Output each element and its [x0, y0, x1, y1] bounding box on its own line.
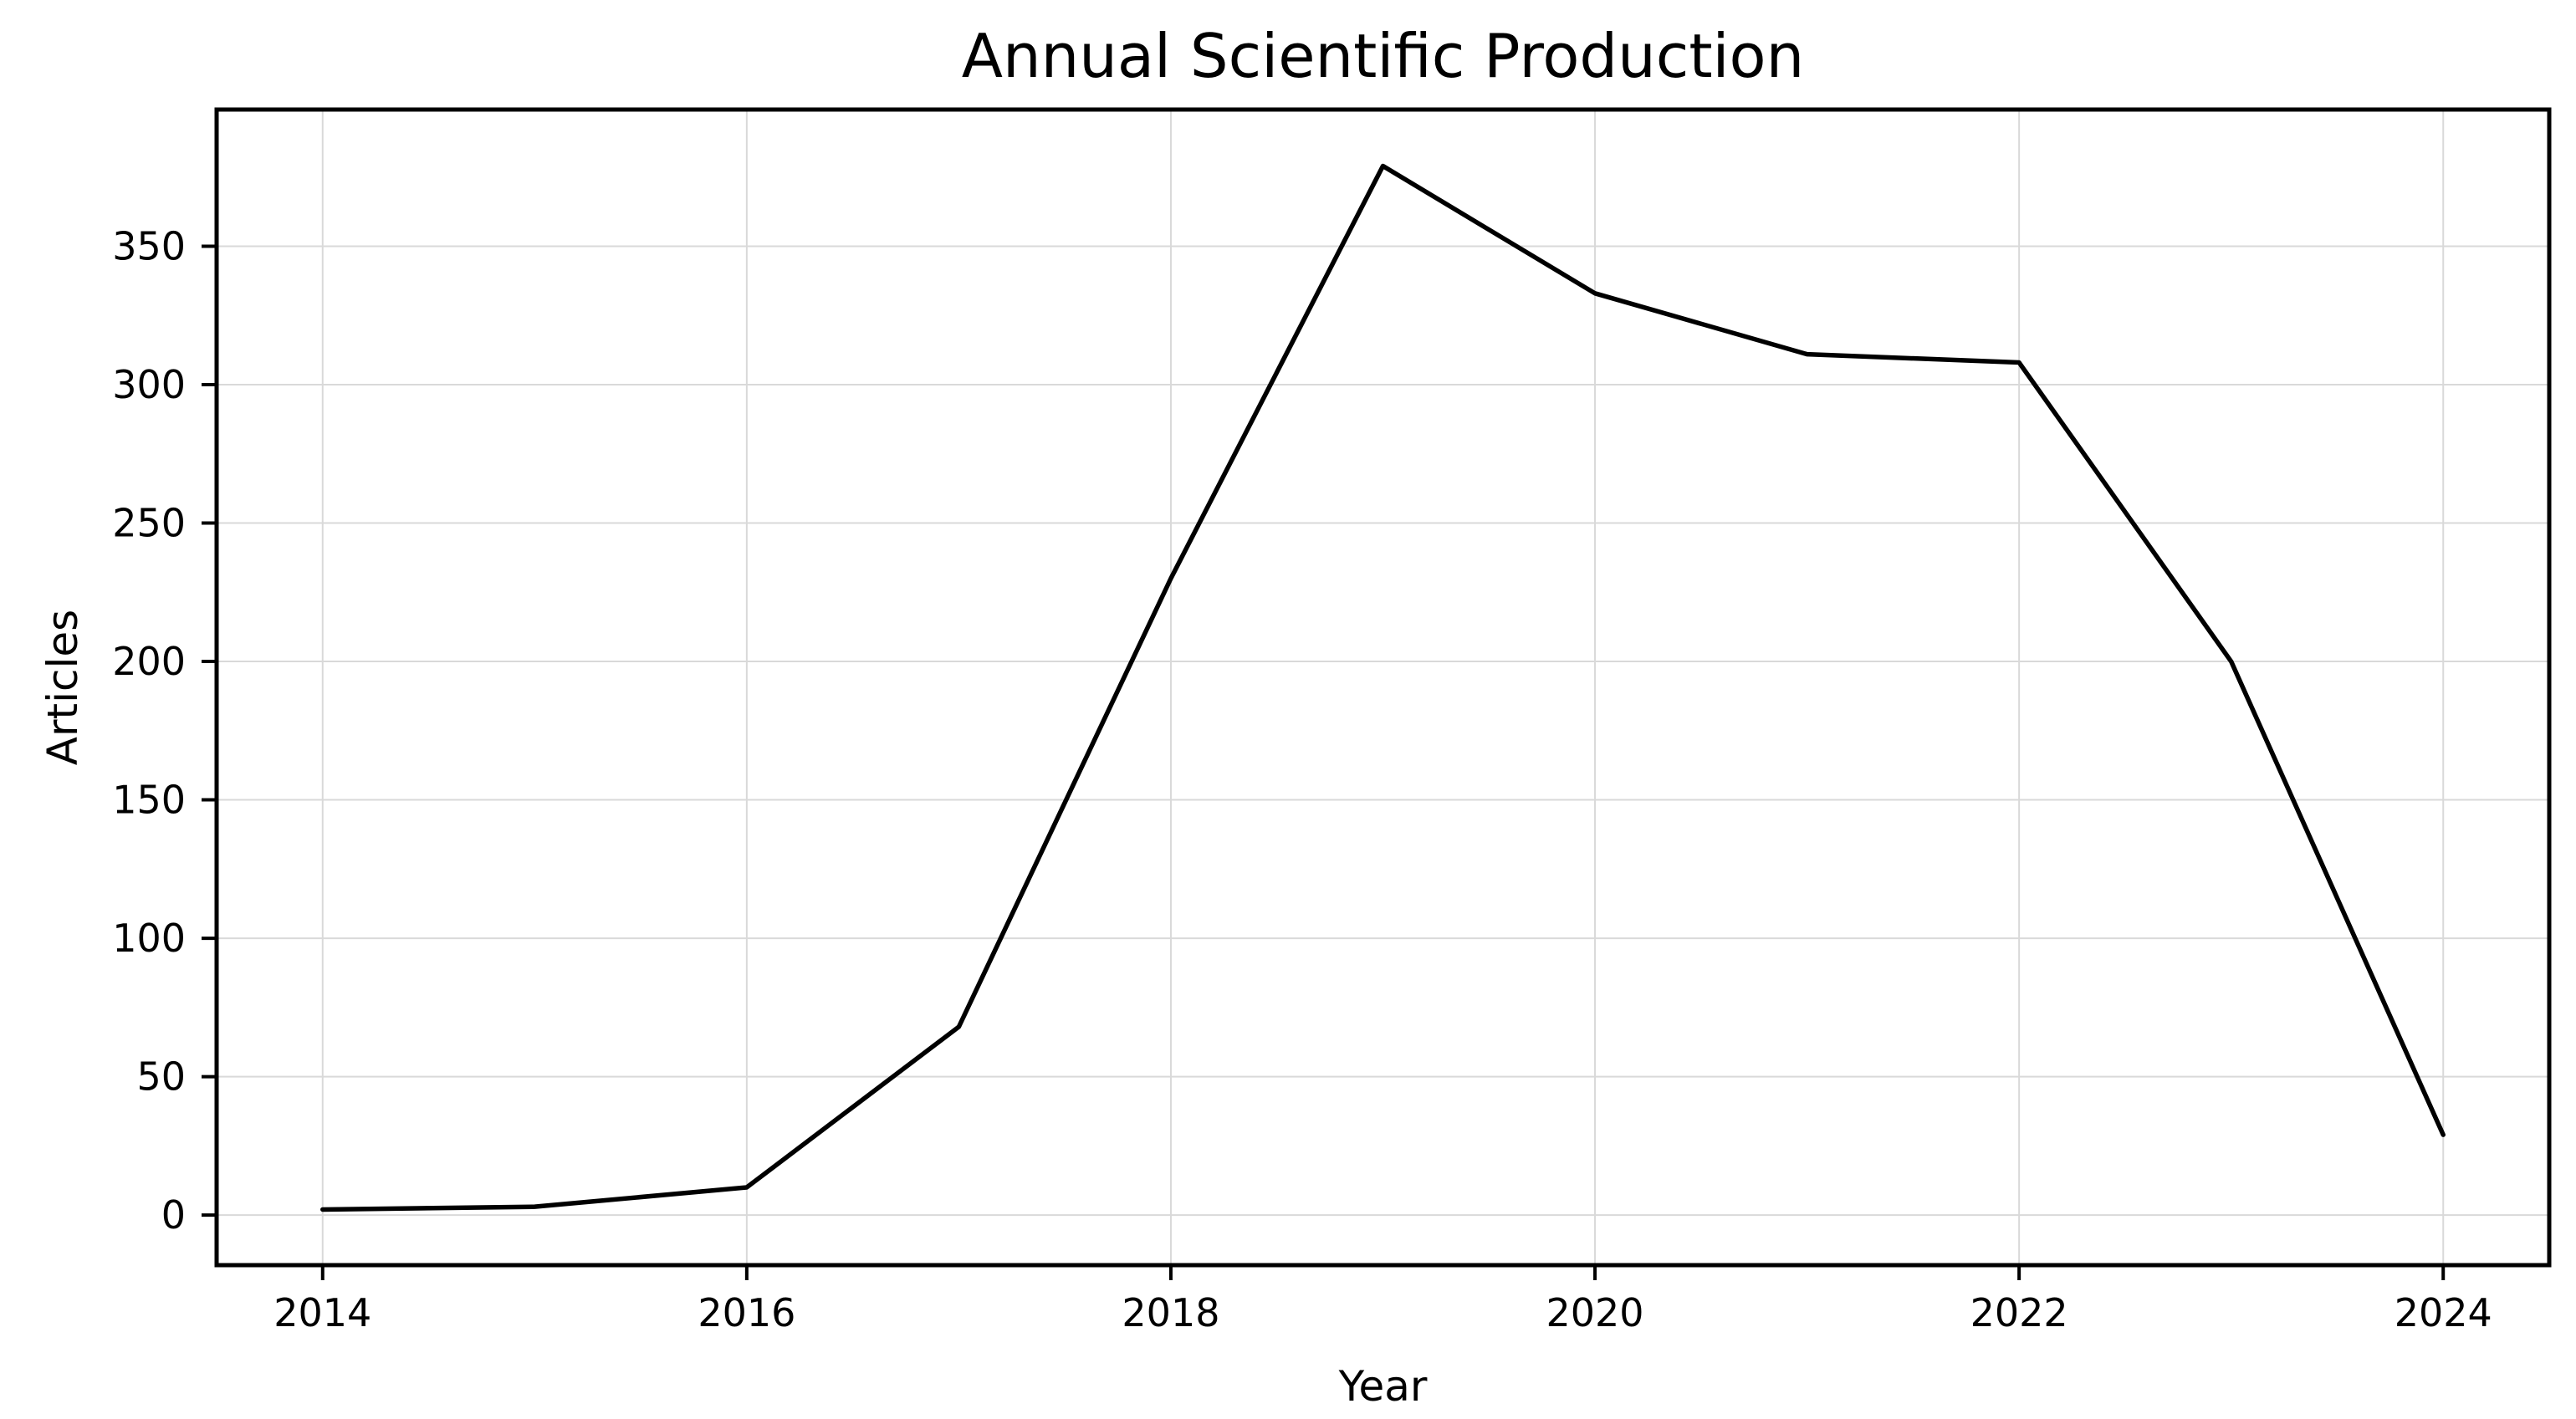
x-axis-label: Year	[1338, 1362, 1428, 1411]
y-tick-label: 0	[161, 1192, 186, 1238]
y-tick-label: 50	[136, 1054, 186, 1100]
y-tick-label: 250	[112, 501, 186, 546]
x-tick-label: 2014	[273, 1290, 371, 1335]
y-axis-label: Articles	[38, 610, 87, 765]
chart-title: Annual Scientific Production	[962, 21, 1805, 91]
y-tick-label: 200	[112, 639, 186, 684]
articles-series-line	[320, 163, 2446, 1212]
x-tick-label: 2024	[2395, 1290, 2492, 1335]
plot-area	[217, 110, 2549, 1265]
y-tick-label: 350	[112, 224, 186, 269]
tick-labels: 0 50 100 150 200 250 300 350 2014 2016 2018 2020 202…	[112, 224, 2492, 1335]
x-tick-label: 2020	[1546, 1290, 1644, 1335]
gridlines	[217, 110, 2549, 1265]
plot-border	[214, 107, 2552, 1268]
x-tick-label: 2018	[1122, 1290, 1219, 1335]
y-tick-label: 300	[112, 362, 186, 407]
x-tick-label: 2016	[698, 1290, 795, 1335]
y-tick-label: 100	[112, 916, 186, 961]
tick-marks	[202, 244, 2446, 1280]
y-tick-label: 150	[112, 778, 186, 823]
x-tick-label: 2022	[1970, 1290, 2068, 1335]
